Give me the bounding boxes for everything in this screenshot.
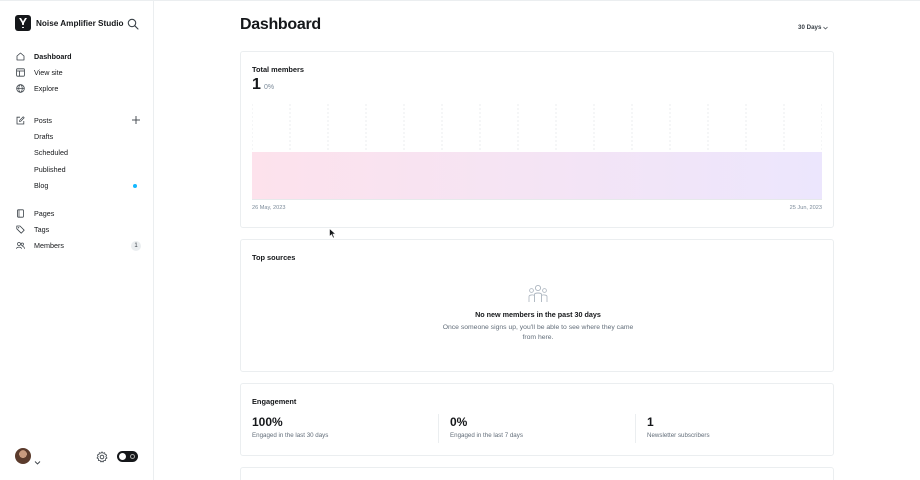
- metric-label: Newsletter subscribers: [647, 432, 710, 439]
- sidebar-footer: [15, 448, 140, 465]
- sidebar-item-blog[interactable]: Blog: [16, 178, 141, 194]
- sidebar-item-label: Members: [34, 241, 64, 251]
- sidebar-item-label: Tags: [34, 225, 50, 235]
- sidebar-item-label: Pages: [34, 208, 55, 218]
- chart-start-date: 26 May, 2023: [252, 205, 286, 211]
- metric-value: 100%: [252, 415, 283, 429]
- date-range-label: 30 Days: [798, 24, 822, 31]
- sidebar-item-posts[interactable]: Posts: [16, 112, 141, 128]
- pages-icon: [16, 209, 25, 218]
- empty-state-title: No new members in the past 30 days: [475, 310, 601, 319]
- brand[interactable]: Noise Amplifier Studio: [15, 15, 124, 31]
- next-card: [240, 467, 834, 480]
- blog-indicator-dot: [133, 183, 137, 188]
- card-title: Engagement: [252, 397, 297, 406]
- total-members-value: 1: [252, 76, 261, 93]
- sidebar-item-label: Posts: [34, 115, 52, 125]
- secondary-nav: Pages Tags Members 1: [16, 205, 141, 254]
- metric-value: 1: [647, 415, 654, 429]
- toggle-knob: [119, 453, 126, 460]
- total-members-delta: 0%: [264, 84, 275, 91]
- main-content: Dashboard 30 Days Total members 1 0%: [154, 0, 920, 480]
- sidebar-item-dashboard[interactable]: Dashboard: [16, 48, 141, 64]
- top-sources-card: Top sources No new members in the past 3…: [240, 239, 834, 372]
- sidebar-item-label: Blog: [34, 181, 49, 191]
- new-post-plus-icon[interactable]: [131, 115, 141, 125]
- metric-label: Engaged in the last 7 days: [450, 432, 523, 439]
- members-icon: [16, 241, 25, 250]
- members-chart[interactable]: [252, 104, 822, 200]
- metric-label: Engaged in the last 30 days: [252, 432, 329, 439]
- sidebar-item-label: View site: [34, 68, 63, 78]
- browser-icon: [16, 68, 25, 77]
- chevron-down-icon: [823, 26, 829, 29]
- sidebar-item-tags[interactable]: Tags: [16, 221, 141, 237]
- site-logo: [15, 15, 31, 31]
- sidebar-item-label: Published: [34, 164, 66, 174]
- sidebar-item-label: Dashboard: [34, 51, 72, 61]
- people-icon: [528, 284, 548, 302]
- sidebar-item-drafts[interactable]: Drafts: [16, 128, 141, 144]
- home-icon: [16, 52, 25, 61]
- metric-30-days: 100% Engaged in the last 30 days: [252, 415, 432, 439]
- posts-nav: Posts Drafts Scheduled Published Blog: [16, 112, 141, 194]
- card-title: Top sources: [252, 253, 296, 262]
- sidebar-item-view-site[interactable]: View site: [16, 64, 141, 80]
- primary-nav: Dashboard View site Explore: [16, 48, 141, 97]
- card-title: Total members: [252, 65, 305, 74]
- sidebar: Noise Amplifier Studio Dashboard View si…: [0, 0, 154, 480]
- metric-7-days: 0% Engaged in the last 7 days: [450, 415, 630, 439]
- dark-mode-toggle[interactable]: [117, 451, 138, 462]
- total-members-card: Total members 1 0% 26 May, 2023 25 Jun, …: [240, 51, 834, 228]
- members-area: [252, 152, 822, 200]
- globe-icon: [16, 84, 25, 94]
- sidebar-item-published[interactable]: Published: [16, 161, 141, 177]
- metric-value: 0%: [450, 415, 468, 429]
- search-icon[interactable]: [127, 17, 139, 30]
- sidebar-item-pages[interactable]: Pages: [16, 205, 141, 221]
- tag-icon: [16, 225, 25, 234]
- sidebar-item-label: Scheduled: [34, 148, 68, 158]
- avatar[interactable]: [15, 448, 31, 464]
- moon-icon: [130, 454, 135, 459]
- gear-icon[interactable]: [96, 450, 108, 463]
- metric-subscribers: 1 Newsletter subscribers: [647, 415, 827, 439]
- sidebar-item-scheduled[interactable]: Scheduled: [16, 145, 141, 161]
- edit-icon: [16, 116, 25, 125]
- members-count-badge: 1: [131, 240, 141, 251]
- date-range-select[interactable]: 30 Days: [798, 24, 829, 31]
- empty-state-description: Once someone signs up, you'll be able to…: [442, 324, 634, 341]
- page-title: Dashboard: [240, 16, 321, 33]
- site-name: Noise Amplifier Studio: [36, 18, 124, 28]
- mouse-cursor-icon: [329, 228, 337, 239]
- engagement-card: Engagement 100% Engaged in the last 30 d…: [240, 383, 834, 456]
- sidebar-item-label: Drafts: [34, 132, 54, 142]
- metric-divider: [635, 414, 636, 443]
- sidebar-item-explore[interactable]: Explore: [16, 81, 141, 97]
- sidebar-item-label: Explore: [34, 84, 59, 94]
- metric-divider: [438, 414, 439, 443]
- chevron-down-icon[interactable]: [34, 453, 41, 465]
- chart-end-date: 25 Jun, 2023: [789, 205, 822, 211]
- sidebar-item-members[interactable]: Members 1: [16, 238, 141, 254]
